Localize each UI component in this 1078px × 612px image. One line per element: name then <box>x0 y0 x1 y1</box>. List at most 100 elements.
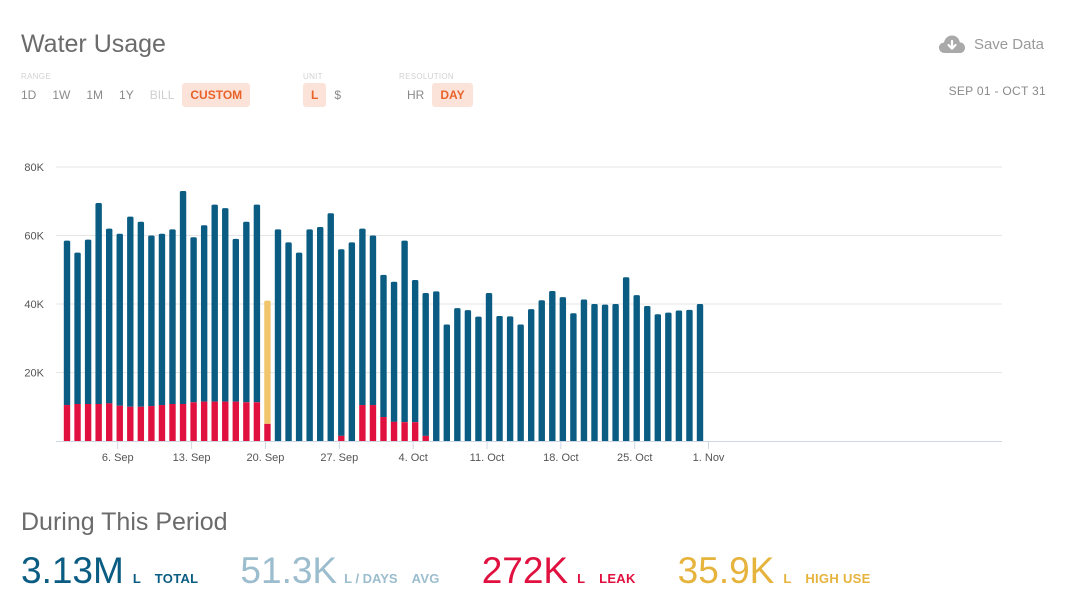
bar-usage <box>74 252 81 405</box>
x-tick-label: 11. Oct <box>470 452 505 464</box>
bar-usage <box>675 310 683 441</box>
bar-usage <box>422 293 429 436</box>
water-usage-chart: 20K 40K 60K 80K 6. Sep 13. Sep 20. Sep 27. Sep 4… <box>24 162 1002 464</box>
bar-usage <box>475 316 482 441</box>
bar-usage <box>211 204 218 402</box>
x-tick-label: 1. Nov <box>693 452 725 464</box>
bar-usage <box>232 238 239 402</box>
bar-usage <box>601 304 609 441</box>
bar-usage <box>274 229 282 441</box>
bar-leak <box>169 404 176 441</box>
bar-usage <box>580 299 588 441</box>
resolution-label: RESOLUTION <box>399 72 455 81</box>
bar-usage <box>454 308 461 441</box>
x-tick-label: 25. Oct <box>617 452 652 464</box>
period-stats: 3.13M L TOTAL 51.3K L / DAYS AVG 272K L … <box>21 550 913 592</box>
period-title: During This Period <box>21 508 228 536</box>
resolution-option-hr[interactable]: HR <box>407 88 425 102</box>
bar-leak <box>106 403 113 441</box>
bar-leak <box>190 402 197 441</box>
bar-usage <box>464 310 472 441</box>
range-option-custom[interactable]: CUSTOM <box>182 83 251 107</box>
bar-usage <box>443 324 450 441</box>
total-unit: L <box>132 571 141 586</box>
bar-usage <box>348 242 356 441</box>
bar-leak <box>158 405 166 441</box>
x-tick-label: 6. Sep <box>102 452 134 464</box>
bar-usage <box>200 225 208 402</box>
bar-usage <box>116 233 123 406</box>
range-option-1m[interactable]: 1M <box>86 88 104 102</box>
bar-usage <box>359 228 366 406</box>
y-tick-label: 40K <box>24 299 44 311</box>
bar-usage <box>390 281 398 422</box>
unit-option-l[interactable]: L <box>303 83 327 107</box>
y-tick-label: 60K <box>24 231 44 243</box>
bar-usage <box>158 233 166 406</box>
range-option-1d[interactable]: 1D <box>21 88 37 102</box>
bar-leak <box>264 423 271 441</box>
high-use-value: 35.9K <box>677 550 775 591</box>
bar-usage <box>506 316 514 441</box>
range-options: 1D 1W 1M 1Y BILL CUSTOM <box>13 83 251 107</box>
bar-leak <box>148 406 155 441</box>
leak-value: 272K <box>481 550 569 591</box>
leak-label: LEAK <box>599 571 636 586</box>
bar-usage <box>127 216 134 407</box>
bar-usage <box>84 239 92 405</box>
bar-usage <box>559 297 567 441</box>
bar-usage <box>665 312 672 441</box>
bar-usage <box>106 228 113 404</box>
total-label: TOTAL <box>154 571 199 586</box>
x-tick-label: 18. Oct <box>543 452 578 464</box>
bar-usage <box>295 252 303 441</box>
bar-leak <box>95 404 102 441</box>
bar-leak <box>74 404 81 441</box>
x-tick-label: 4. Oct <box>398 452 427 464</box>
range-option-1y[interactable]: 1Y <box>119 88 134 102</box>
bar-usage <box>401 240 408 423</box>
unit-control: UNIT L $ <box>303 72 349 107</box>
save-data-label: Save Data <box>973 35 1044 53</box>
bar-usage <box>644 306 651 441</box>
bar-leak <box>179 404 187 441</box>
leak-stat: 272K L LEAK <box>482 550 636 592</box>
save-data-button[interactable]: Save Data <box>938 34 1044 54</box>
y-tick-label: 80K <box>24 162 44 174</box>
bar-leak <box>401 422 408 441</box>
bar-leak <box>338 435 345 441</box>
bar-leak <box>222 401 229 441</box>
resolution-options: HR DAY <box>399 83 473 107</box>
bar-usage <box>538 300 545 441</box>
x-tick-label: 13. Sep <box>173 452 211 464</box>
bar-usage <box>570 313 577 441</box>
avg-stat: 51.3K L / DAYS AVG <box>240 550 439 592</box>
bar-usage <box>95 202 102 405</box>
resolution-option-day[interactable]: DAY <box>432 83 473 107</box>
avg-label: AVG <box>411 571 440 586</box>
cloud-download-icon <box>938 35 965 53</box>
bar-usage <box>179 190 187 405</box>
range-option-bill[interactable]: BILL <box>149 88 175 102</box>
date-range-text: SEP 01 - OCT 31 <box>948 84 1046 98</box>
bar-usage <box>169 229 176 405</box>
bar-usage <box>528 309 535 441</box>
bar-leak <box>232 401 239 441</box>
bar-usage <box>612 304 619 441</box>
avg-unit: L / DAYS <box>344 571 398 586</box>
bar-usage <box>285 242 292 441</box>
bar-leak <box>116 405 123 441</box>
bar-leak <box>127 406 134 441</box>
bar-usage <box>654 314 661 441</box>
bar-leak <box>390 421 398 441</box>
unit-option-dollar[interactable]: $ <box>334 88 342 102</box>
bar-usage <box>306 229 313 441</box>
range-option-1w[interactable]: 1W <box>52 88 71 102</box>
bar-leak <box>84 404 92 441</box>
bar-usage <box>338 249 345 436</box>
y-tick-label: 20K <box>24 368 44 380</box>
resolution-control: RESOLUTION HR DAY <box>399 72 473 107</box>
bar-leak <box>411 422 419 441</box>
high-use-unit: L <box>783 571 792 586</box>
bar-usage <box>148 235 155 407</box>
